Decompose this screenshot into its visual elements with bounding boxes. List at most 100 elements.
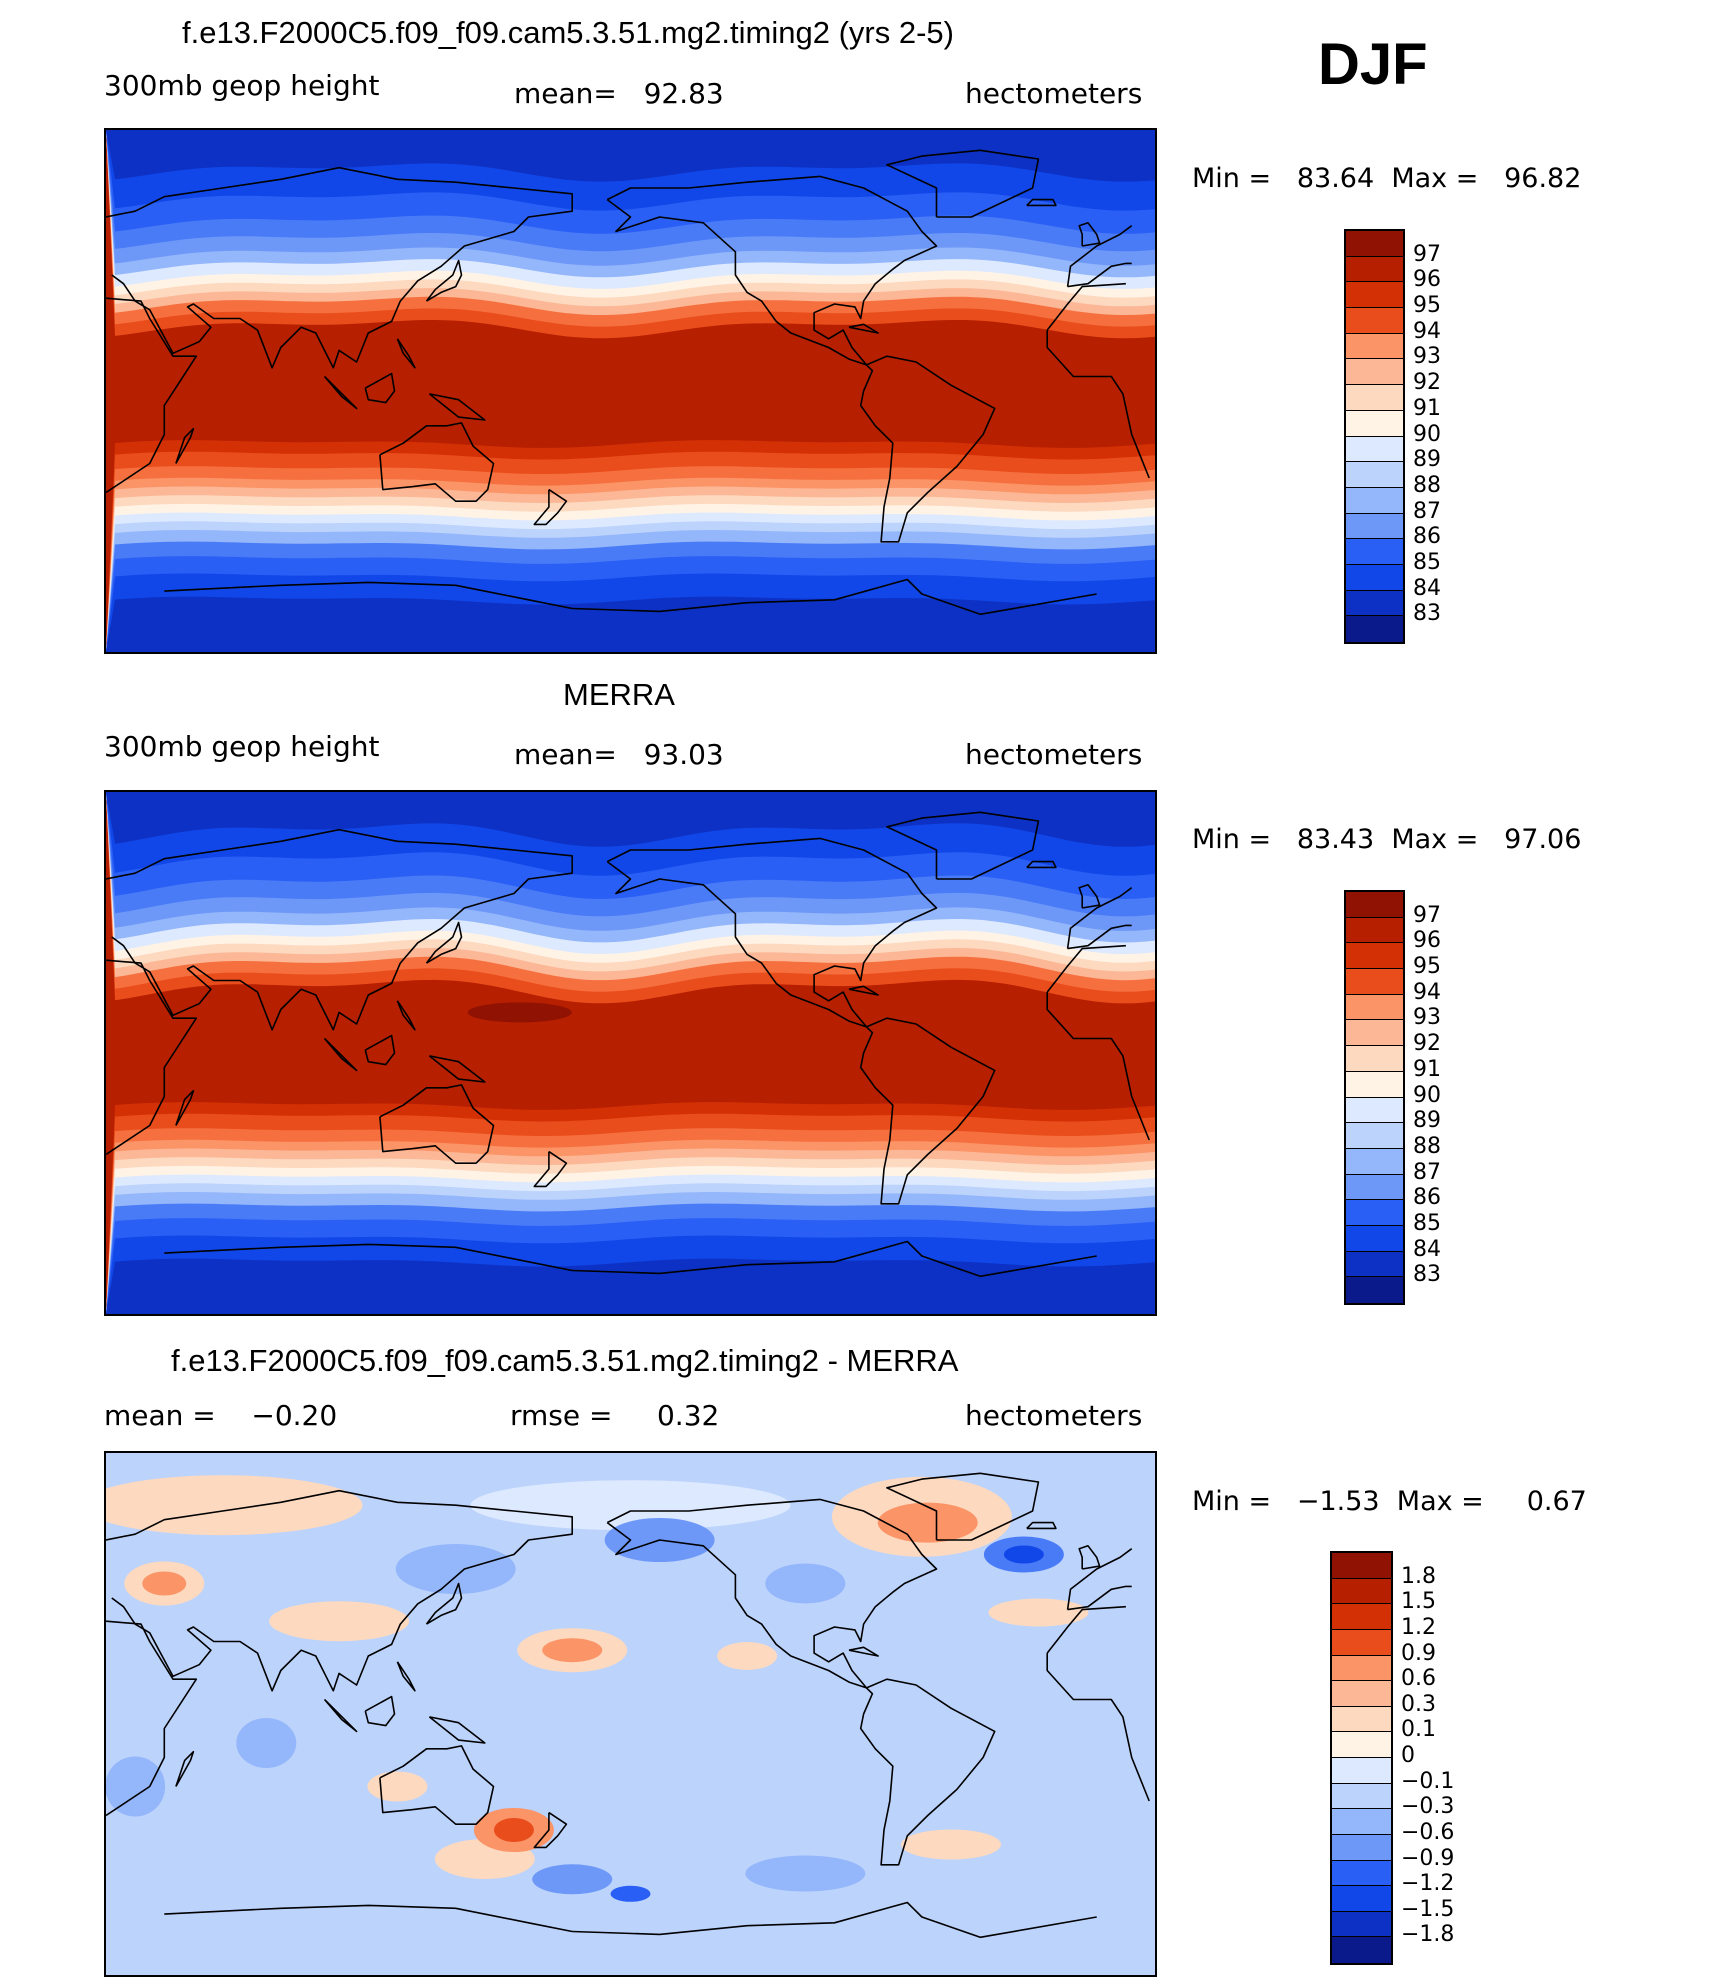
colorbar-tick-label: 1.8 <box>1401 1563 1436 1589</box>
units-label: hectometers <box>965 738 1143 771</box>
panel-title: f.e13.F2000C5.f09_f09.cam5.3.51.mg2.timi… <box>182 15 954 50</box>
colorbar-swatch <box>1346 1097 1403 1124</box>
colorbar-swatch <box>1332 1937 1391 1963</box>
min-max-label: Min = 83.64 Max = 96.82 <box>1192 163 1582 194</box>
panel-title: MERRA <box>563 677 675 712</box>
colorbar-swatch <box>1346 1251 1403 1278</box>
colorbar-swatch <box>1346 892 1403 918</box>
colorbar-swatch <box>1332 1758 1391 1784</box>
colorbar-tick-label: 93 <box>1413 344 1441 370</box>
colorbar-tick-label: −1.5 <box>1401 1896 1455 1922</box>
colorbar <box>1330 1551 1393 1965</box>
colorbar-swatch <box>1346 256 1403 283</box>
colorbar-tick-label: 85 <box>1413 1210 1441 1236</box>
colorbar-tick-label: 87 <box>1413 1159 1441 1185</box>
colorbar-tick-label: 92 <box>1413 1031 1441 1057</box>
colorbar-tick-label: 91 <box>1413 1056 1441 1082</box>
colorbar-tick-label: 93 <box>1413 1005 1441 1031</box>
colorbar-tick-label: 86 <box>1413 524 1441 550</box>
variable-label: 300mb geop height <box>104 730 380 763</box>
colorbar-swatch <box>1346 462 1403 488</box>
colorbar-swatch <box>1346 1174 1403 1201</box>
map-model <box>104 128 1157 654</box>
colorbar-tick-label: 97 <box>1413 902 1441 928</box>
variable-label: 300mb geop height <box>104 69 380 102</box>
colorbar-tick-label: 91 <box>1413 395 1441 421</box>
colorbar-tick-label: 83 <box>1413 1262 1441 1288</box>
colorbar-swatch <box>1332 1732 1391 1758</box>
units-label: hectometers <box>965 1399 1143 1432</box>
colorbar-swatch <box>1346 231 1403 257</box>
colorbar-swatch <box>1346 513 1403 540</box>
colorbar-tick-label: 95 <box>1413 954 1441 980</box>
colorbar-swatch <box>1346 616 1403 642</box>
colorbar-swatch <box>1346 943 1403 970</box>
colorbar-swatch <box>1332 1629 1391 1656</box>
colorbar-tick-label: 90 <box>1413 1082 1441 1108</box>
colorbar-tick-label: 86 <box>1413 1185 1441 1211</box>
colorbar-swatch <box>1346 1071 1403 1098</box>
mean-label: mean = −0.20 <box>104 1399 338 1432</box>
colorbar-swatch <box>1346 1148 1403 1175</box>
colorbar-swatch <box>1332 1860 1391 1887</box>
colorbar-swatch <box>1332 1553 1391 1579</box>
colorbar-swatch <box>1346 1046 1403 1072</box>
colorbar-swatch <box>1332 1681 1391 1707</box>
map-merra <box>104 790 1157 1316</box>
colorbar-swatch <box>1346 917 1403 944</box>
units-label: hectometers <box>965 77 1143 110</box>
min-max-label: Min = 83.43 Max = 97.06 <box>1192 824 1582 855</box>
colorbar-tick-label: 83 <box>1413 601 1441 627</box>
colorbar-tick-label: 0 <box>1401 1743 1415 1768</box>
colorbar-swatch <box>1332 1604 1391 1630</box>
colorbar-swatch <box>1346 1225 1403 1252</box>
colorbar-tick-label: 95 <box>1413 293 1441 319</box>
season-label: DJF <box>1318 32 1428 97</box>
colorbar-swatch <box>1346 564 1403 591</box>
colorbar-tick-label: 88 <box>1413 1133 1441 1159</box>
colorbar-tick-label: −0.1 <box>1401 1768 1455 1794</box>
colorbar-tick-label: 84 <box>1413 1236 1441 1262</box>
colorbar-tick-label: 96 <box>1413 267 1441 293</box>
colorbar-swatch <box>1346 436 1403 463</box>
colorbar-tick-label: 90 <box>1413 421 1441 447</box>
colorbar-tick-label: −0.9 <box>1401 1845 1455 1871</box>
colorbar-swatch <box>1346 969 1403 995</box>
colorbar-tick-label: 1.5 <box>1401 1589 1436 1615</box>
colorbar-swatch <box>1346 385 1403 411</box>
map-difference <box>104 1451 1157 1977</box>
colorbar-tick-label: 0.3 <box>1401 1691 1436 1717</box>
colorbar <box>1344 890 1405 1305</box>
colorbar-swatch <box>1346 359 1403 386</box>
colorbar-swatch <box>1332 1809 1391 1835</box>
colorbar-tick-label: 94 <box>1413 979 1441 1005</box>
colorbar-swatch <box>1346 308 1403 334</box>
colorbar-tick-label: 84 <box>1413 575 1441 601</box>
colorbar-tick-label: 1.2 <box>1401 1614 1436 1640</box>
colorbar-tick-label: −1.8 <box>1401 1922 1455 1948</box>
colorbar-swatch <box>1346 1123 1403 1149</box>
colorbar-tick-label: 88 <box>1413 472 1441 498</box>
colorbar-tick-label: 0.9 <box>1401 1640 1436 1666</box>
colorbar-swatch <box>1346 282 1403 309</box>
colorbar-tick-label: 96 <box>1413 928 1441 954</box>
colorbar-tick-label: 92 <box>1413 370 1441 396</box>
colorbar-tick-label: 89 <box>1413 1108 1441 1134</box>
colorbar-swatch <box>1332 1886 1391 1912</box>
colorbar-tick-label: 85 <box>1413 549 1441 575</box>
colorbar-swatch <box>1346 1020 1403 1047</box>
colorbar-swatch <box>1332 1834 1391 1861</box>
min-max-label: Min = −1.53 Max = 0.67 <box>1192 1486 1587 1517</box>
colorbar-tick-label: −0.3 <box>1401 1794 1455 1820</box>
colorbar-swatch <box>1346 539 1403 565</box>
colorbar-tick-label: 0.6 <box>1401 1666 1436 1692</box>
colorbar-swatch <box>1346 487 1403 514</box>
colorbar-swatch <box>1332 1911 1391 1938</box>
colorbar-swatch <box>1332 1706 1391 1733</box>
colorbar-swatch <box>1346 1277 1403 1303</box>
colorbar-swatch <box>1346 590 1403 617</box>
colorbar-tick-label: 0.1 <box>1401 1717 1436 1743</box>
colorbar-swatch <box>1332 1783 1391 1810</box>
rmse-label: rmse = 0.32 <box>510 1399 720 1432</box>
mean-label: mean= 92.83 <box>514 77 724 110</box>
